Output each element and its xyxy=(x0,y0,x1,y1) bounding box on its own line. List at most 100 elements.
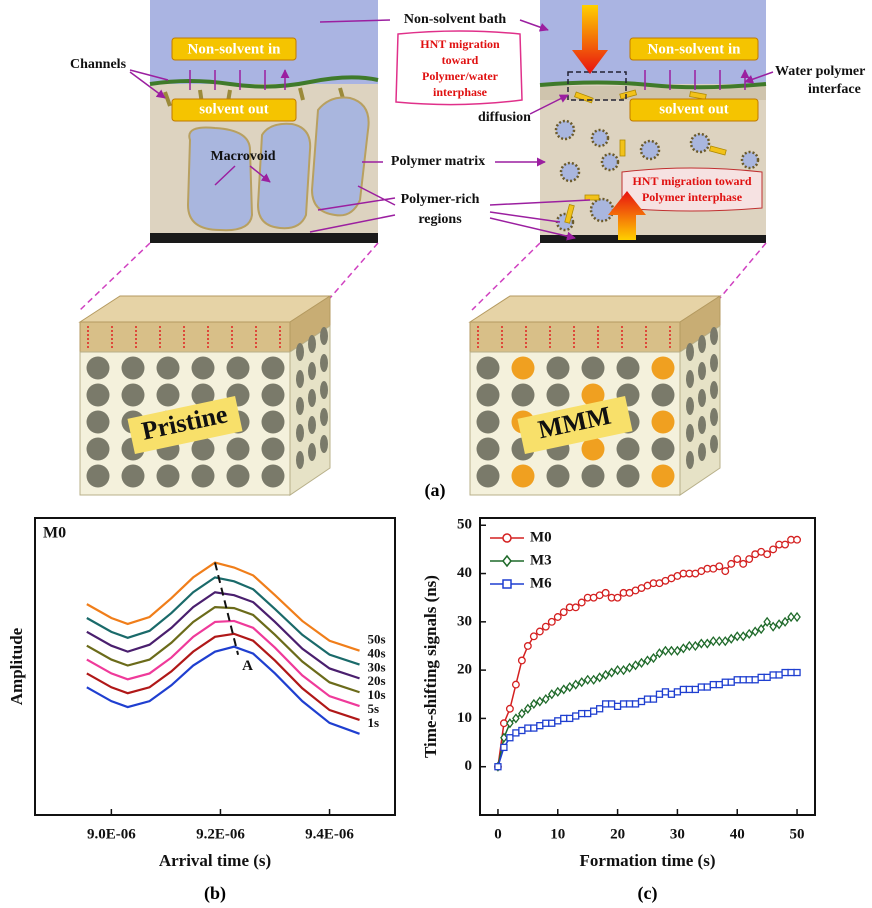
pore xyxy=(546,356,570,380)
pore xyxy=(616,356,640,380)
pore xyxy=(121,464,145,488)
legend-marker xyxy=(502,554,512,568)
marker xyxy=(763,550,772,559)
marker xyxy=(727,559,736,568)
x-tick-label: 40 xyxy=(730,826,745,842)
marker xyxy=(781,540,790,549)
pore xyxy=(308,416,316,434)
pore xyxy=(476,356,500,380)
y-tick-label: 40 xyxy=(457,565,472,581)
label: solvent out xyxy=(659,101,729,117)
marker xyxy=(559,684,568,695)
marker xyxy=(589,674,598,685)
marker xyxy=(518,726,526,735)
marker xyxy=(571,603,580,612)
zoom-box xyxy=(567,71,627,101)
marker xyxy=(727,633,736,644)
marker xyxy=(512,729,520,737)
y-tick-label: 50 xyxy=(457,517,472,533)
marker xyxy=(625,662,634,673)
x-tick-label: 20 xyxy=(610,826,625,842)
hnt-rods xyxy=(564,89,727,224)
marker xyxy=(601,669,610,681)
marker xyxy=(703,683,711,691)
marker xyxy=(673,688,682,696)
marker xyxy=(511,680,520,689)
pore xyxy=(686,397,694,415)
marker xyxy=(649,652,658,664)
label: Polymer-rich xyxy=(401,192,480,207)
note-box xyxy=(395,30,523,106)
marker xyxy=(613,593,622,602)
marker xyxy=(643,655,652,666)
marker xyxy=(517,656,526,665)
x-tick-label: 30 xyxy=(670,826,685,842)
y-axis-title: Time-shifting signals (ns) xyxy=(421,575,440,758)
pore xyxy=(511,464,535,488)
pore xyxy=(546,383,570,407)
label-box xyxy=(629,37,759,61)
arrow-up xyxy=(608,191,646,240)
series-label: 50s xyxy=(368,632,386,647)
x-tick-label: 9.4E-06 xyxy=(305,826,354,842)
marker xyxy=(691,640,700,652)
marker xyxy=(745,555,754,563)
pore xyxy=(261,410,285,434)
marker xyxy=(601,700,610,708)
label: diffusion xyxy=(478,110,531,125)
marker xyxy=(667,690,676,698)
marker xyxy=(643,695,652,703)
series-line xyxy=(497,616,798,767)
marker xyxy=(715,562,724,571)
pore xyxy=(261,383,285,407)
marker xyxy=(787,668,795,677)
pointer xyxy=(744,71,774,84)
pore xyxy=(121,356,145,380)
note: Polymer/water xyxy=(422,69,499,83)
flow-arrow xyxy=(644,70,745,90)
legend-label: M0 xyxy=(530,529,552,545)
label-box xyxy=(171,98,297,122)
marker xyxy=(751,626,759,637)
pore xyxy=(698,335,706,353)
pore xyxy=(296,424,304,442)
pore xyxy=(261,356,285,380)
pore xyxy=(86,437,110,461)
marker xyxy=(547,689,556,700)
marker xyxy=(619,700,628,708)
marker xyxy=(751,676,759,684)
pore xyxy=(710,381,718,399)
marker xyxy=(523,642,532,650)
pore xyxy=(191,383,215,407)
x-axis-title: Arrival time (s) xyxy=(159,851,271,870)
marker xyxy=(733,676,741,684)
marker xyxy=(541,694,550,705)
marker xyxy=(757,623,765,635)
macrovoid-shape xyxy=(310,96,370,217)
series-label: 20s xyxy=(368,673,386,688)
label: regions xyxy=(418,212,462,227)
pore xyxy=(476,383,500,407)
pore xyxy=(546,464,570,488)
flow-arrow xyxy=(189,70,285,90)
marker xyxy=(709,636,718,647)
pore xyxy=(511,356,535,380)
marker xyxy=(655,648,664,659)
marker xyxy=(530,724,538,732)
pore xyxy=(121,383,145,407)
marker xyxy=(535,627,544,636)
marker xyxy=(518,708,526,719)
y-tick-label: 20 xyxy=(457,662,472,678)
pore xyxy=(261,437,285,461)
marker xyxy=(560,714,568,723)
marker xyxy=(542,719,550,727)
series-label: 10s xyxy=(368,687,386,702)
panel-label: (b) xyxy=(204,883,226,904)
macrovoid-shape xyxy=(256,122,312,230)
pore xyxy=(651,383,675,407)
label: Non-solvent in xyxy=(648,41,742,57)
marker xyxy=(697,683,705,691)
substrate xyxy=(540,235,766,243)
pore xyxy=(308,389,316,407)
note: HNT migration toward xyxy=(632,174,751,188)
